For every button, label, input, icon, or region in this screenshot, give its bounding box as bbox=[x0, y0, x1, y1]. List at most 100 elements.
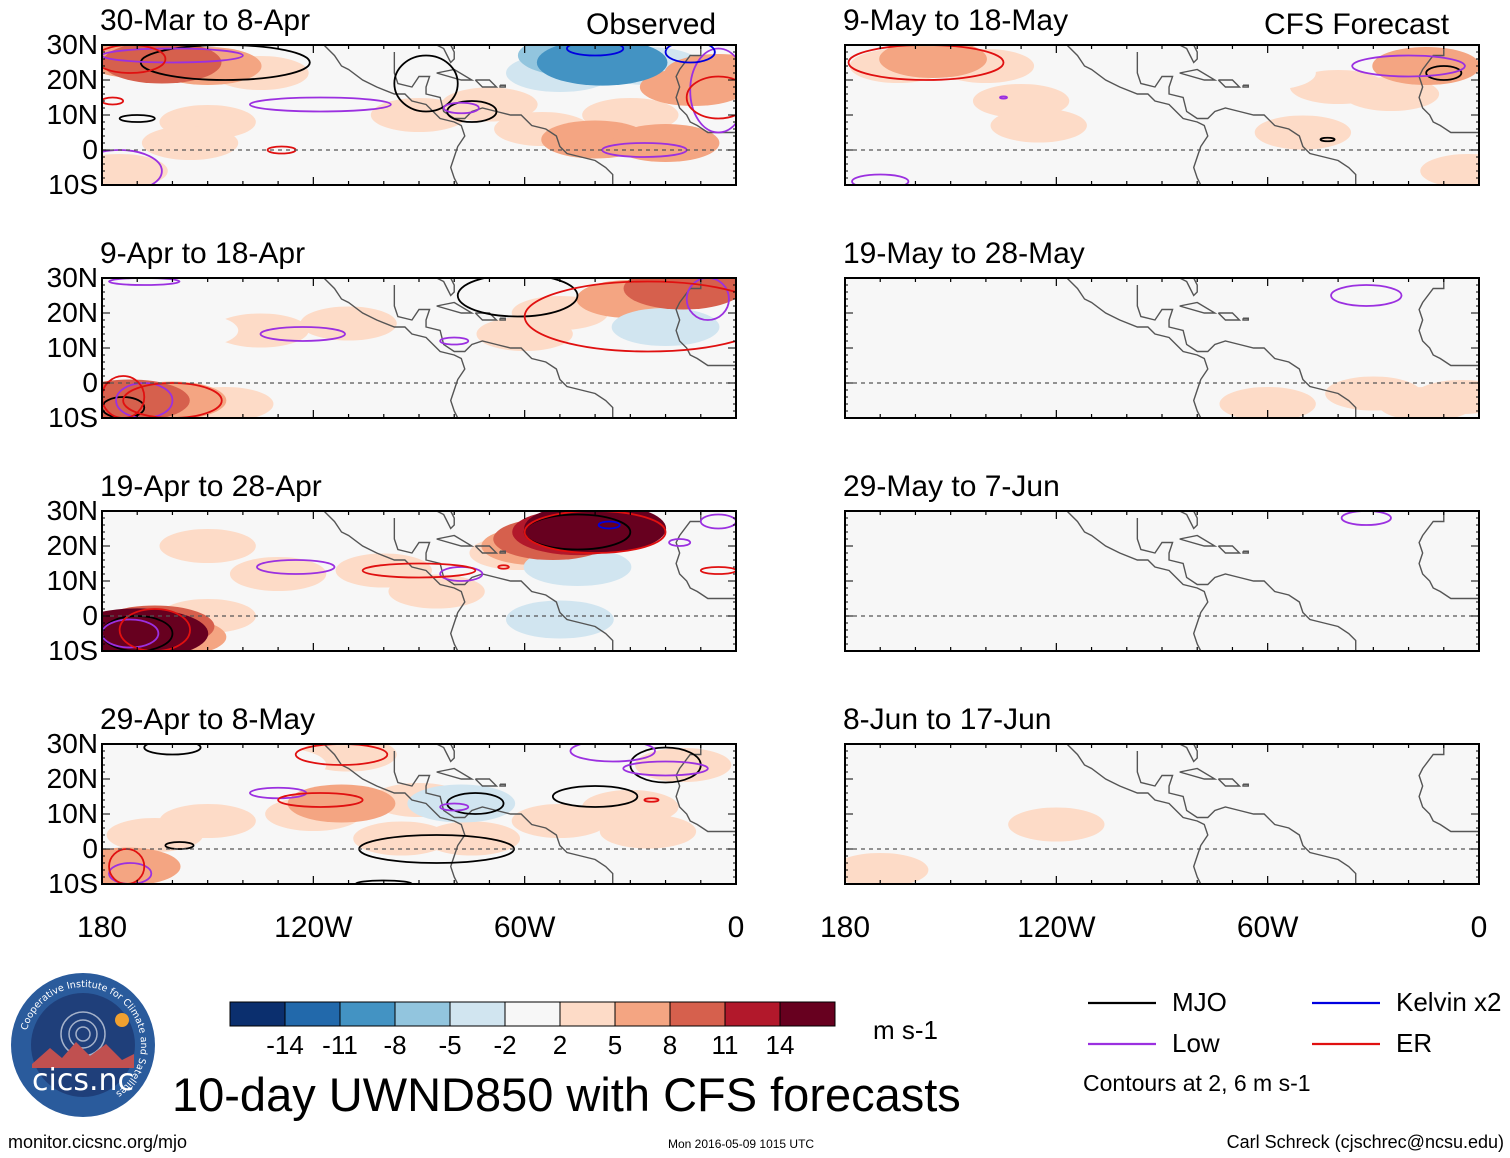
coastline bbox=[499, 317, 506, 321]
coastline bbox=[1136, 518, 1357, 651]
colorbar-swatch bbox=[229, 1001, 286, 1027]
contour-low bbox=[668, 538, 692, 547]
contour-er bbox=[118, 608, 191, 651]
x-tick-label: 120W bbox=[274, 911, 353, 944]
anomaly-cell bbox=[141, 313, 239, 348]
coastline bbox=[675, 511, 736, 600]
anomaly-cell bbox=[1008, 807, 1105, 842]
colorbar-swatch bbox=[724, 1001, 781, 1027]
coastline bbox=[436, 68, 475, 81]
anomaly-cell bbox=[141, 125, 239, 161]
contour-mjo bbox=[118, 114, 156, 123]
contour-mjo bbox=[551, 785, 639, 808]
anomaly-cell bbox=[106, 817, 204, 853]
x-tick-label: 0 bbox=[1470, 911, 1488, 944]
coastline bbox=[1217, 312, 1242, 321]
anomaly-cell bbox=[476, 316, 573, 352]
y-tick-label: 10S bbox=[48, 868, 98, 899]
coastline bbox=[1136, 52, 1357, 185]
anomaly-cell bbox=[441, 143, 538, 178]
coastline bbox=[1418, 278, 1479, 367]
legend-label: Low bbox=[1172, 1028, 1220, 1058]
anomaly-cell bbox=[406, 288, 503, 324]
legend-note: Contours at 2, 6 m s-1 bbox=[1083, 1070, 1311, 1096]
panel-p1 bbox=[101, 44, 737, 186]
anomaly-cell bbox=[1377, 386, 1475, 418]
anomaly-cell bbox=[599, 814, 697, 849]
anomaly-cell bbox=[990, 108, 1087, 143]
anomaly-cell bbox=[1149, 556, 1246, 592]
anomaly-cell bbox=[423, 821, 521, 856]
anomaly-cell bbox=[867, 337, 964, 373]
x-tick-label: 60W bbox=[1236, 911, 1299, 944]
panel-title: 19-May to 28-May bbox=[843, 237, 1085, 270]
coastline bbox=[1179, 511, 1198, 530]
colorbar-tick-label: 11 bbox=[711, 1030, 739, 1060]
panel-title: 19-Apr to 28-Apr bbox=[100, 470, 322, 503]
y-tick-label: 10N bbox=[46, 798, 98, 829]
y-tick-label: 10N bbox=[46, 565, 98, 596]
y-tick-label: 20N bbox=[46, 530, 98, 561]
anomaly-cell bbox=[582, 849, 679, 884]
coastline bbox=[474, 79, 499, 88]
contour-low bbox=[569, 744, 656, 763]
colorbar-tick-label: 5 bbox=[607, 1030, 623, 1060]
contour-er bbox=[523, 511, 667, 554]
coastline bbox=[1179, 534, 1218, 547]
contour-low bbox=[442, 101, 480, 115]
contour-low bbox=[249, 96, 392, 113]
legend-label: ER bbox=[1396, 1028, 1433, 1058]
contour-er bbox=[699, 566, 736, 575]
panel-title: 29-Apr to 8-May bbox=[100, 703, 316, 736]
coastline bbox=[393, 751, 614, 884]
contour-er bbox=[294, 744, 389, 766]
coastline bbox=[1242, 783, 1249, 787]
anomaly-cell bbox=[229, 747, 327, 783]
coastline bbox=[393, 518, 614, 651]
coastline bbox=[499, 84, 506, 88]
contour-low bbox=[1340, 511, 1392, 526]
anomaly-cell bbox=[611, 123, 720, 163]
anomaly-cell bbox=[1078, 334, 1175, 369]
contour-low bbox=[999, 95, 1008, 100]
legend-label: MJO bbox=[1172, 987, 1227, 1017]
panel-p7 bbox=[844, 510, 1480, 652]
colorbar-tick-label: -14 bbox=[266, 1030, 304, 1060]
contour-low bbox=[439, 802, 470, 812]
anomaly-cell bbox=[1219, 754, 1316, 790]
anomaly-cell bbox=[287, 784, 396, 823]
contour-er bbox=[643, 797, 660, 803]
anomaly-cell bbox=[476, 383, 573, 418]
coastline bbox=[1418, 511, 1479, 600]
contour-low bbox=[256, 559, 336, 575]
coastline bbox=[1136, 751, 1357, 884]
contour-low bbox=[259, 326, 346, 342]
contour-mjo bbox=[143, 744, 202, 756]
coastline bbox=[1066, 278, 1209, 418]
y-tick-label: 0 bbox=[82, 600, 98, 631]
coastline bbox=[323, 744, 466, 884]
contour-low bbox=[685, 278, 730, 321]
contour-low bbox=[439, 566, 484, 582]
y-tick-label: 20N bbox=[46, 64, 98, 95]
y-tick-label: 10N bbox=[46, 332, 98, 363]
panel-p2 bbox=[101, 277, 737, 419]
y-tick-label: 30N bbox=[46, 29, 98, 60]
coastline bbox=[436, 301, 475, 314]
colorbar-tick-label: -8 bbox=[383, 1030, 407, 1060]
contour-low bbox=[699, 513, 736, 530]
anomaly-cell bbox=[102, 153, 168, 185]
coastline bbox=[323, 278, 466, 418]
x-tick-label: 0 bbox=[727, 911, 745, 944]
y-tick-label: 30N bbox=[46, 495, 98, 526]
panel-title: 9-May to 18-May bbox=[843, 4, 1069, 37]
anomaly-cell bbox=[511, 744, 609, 776]
coastline bbox=[1179, 278, 1198, 297]
coastline bbox=[1217, 778, 1242, 787]
coastline bbox=[1066, 45, 1209, 185]
x-tick-label: 120W bbox=[1017, 911, 1096, 944]
coastline bbox=[1179, 45, 1198, 64]
y-tick-label: 20N bbox=[46, 763, 98, 794]
colorbar-swatch bbox=[339, 1001, 396, 1027]
